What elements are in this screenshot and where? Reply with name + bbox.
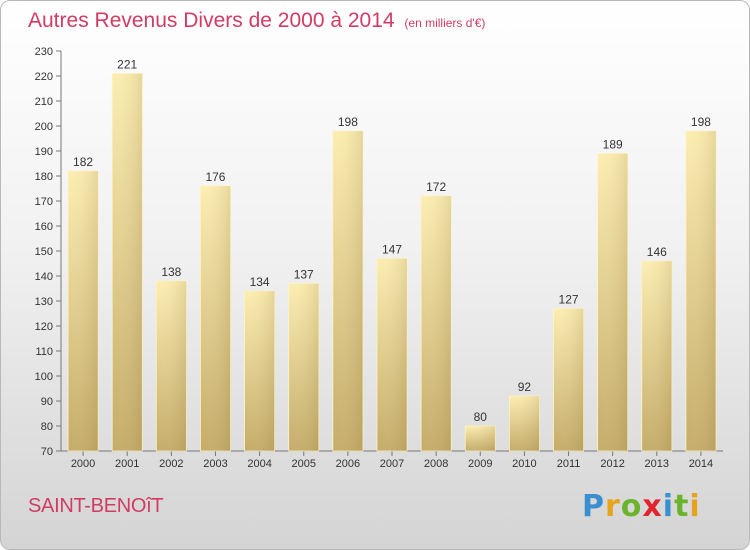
- bar-value-label: 138: [161, 265, 181, 279]
- bar-value-label: 198: [338, 115, 358, 129]
- bar-shade: [112, 73, 143, 451]
- y-tick-label: 140: [35, 271, 53, 283]
- bar-value-label: 221: [117, 58, 137, 72]
- x-tick-label: 2010: [512, 458, 536, 470]
- bar-shade: [377, 258, 407, 451]
- y-tick-label: 220: [35, 71, 53, 83]
- bar-shade: [332, 131, 363, 451]
- bar-value-label: 137: [294, 268, 314, 282]
- x-tick-label: 2013: [645, 458, 669, 470]
- bar-value-label: 176: [205, 170, 225, 184]
- logo-letter: r: [605, 489, 621, 524]
- logo-letter: o: [620, 489, 643, 524]
- bar-shade: [244, 291, 275, 451]
- bar-value-label: 80: [474, 410, 488, 424]
- bar-shade: [200, 186, 231, 451]
- logo-letter: i: [689, 489, 701, 524]
- logo-letter: P: [582, 489, 605, 524]
- y-tick-label: 130: [35, 296, 53, 308]
- x-tick-label: 2005: [291, 458, 315, 470]
- bar-value-label: 146: [647, 245, 667, 259]
- x-tick-label: 2007: [380, 458, 404, 470]
- y-tick-label: 210: [35, 96, 53, 108]
- x-tick-label: 2001: [115, 458, 139, 470]
- y-tick-label: 160: [35, 221, 53, 233]
- bar-shade: [553, 308, 584, 451]
- bar-value-label: 92: [518, 380, 532, 394]
- x-tick-label: 2003: [203, 458, 227, 470]
- y-tick-label: 110: [35, 346, 53, 358]
- y-tick-label: 90: [41, 396, 53, 408]
- x-tick-label: 2000: [71, 458, 95, 470]
- chart-title-text: Autres Revenus Divers de 2000 à 2014: [28, 9, 395, 32]
- bar-value-label: 134: [250, 275, 270, 289]
- x-tick-label: 2002: [159, 458, 183, 470]
- bar-value-label: 182: [73, 155, 93, 169]
- proxiti-logo: Proxiti: [582, 489, 701, 524]
- commune-name: SAINT-BENOîT: [28, 495, 164, 517]
- y-tick-label: 80: [41, 421, 53, 433]
- bar-value-label: 127: [559, 293, 579, 307]
- y-tick-label: 180: [35, 171, 53, 183]
- x-tick-label: 2006: [336, 458, 360, 470]
- bar-value-label: 172: [426, 180, 446, 194]
- x-tick-label: 2012: [600, 458, 624, 470]
- logo-letter: x: [642, 489, 663, 524]
- y-tick-label: 230: [35, 46, 53, 58]
- y-tick-label: 70: [41, 446, 53, 458]
- x-tick-label: 2004: [247, 458, 271, 470]
- x-tick-label: 2011: [557, 458, 581, 470]
- bar-value-label: 147: [382, 243, 402, 257]
- logo-letter: t: [674, 489, 690, 524]
- y-tick-label: 170: [35, 196, 53, 208]
- bar-shade: [288, 283, 319, 451]
- y-tick-label: 120: [35, 321, 53, 333]
- y-tick-label: 200: [35, 121, 53, 133]
- bar-shade: [68, 171, 99, 451]
- x-tick-label: 2009: [468, 458, 492, 470]
- bar-shade: [685, 131, 716, 451]
- bar-shade: [156, 281, 187, 451]
- bar-shade: [597, 153, 628, 451]
- x-tick-label: 2008: [424, 458, 448, 470]
- chart-title: Autres Revenus Divers de 2000 à 2014 (en…: [28, 9, 485, 33]
- y-tick-label: 100: [35, 371, 53, 383]
- bar-shade: [421, 196, 452, 451]
- bar-shade: [465, 426, 496, 451]
- bar-shade: [509, 396, 540, 451]
- y-tick-label: 190: [35, 146, 53, 158]
- logo-letter: i: [662, 489, 675, 524]
- x-tick-label: 2014: [689, 458, 713, 470]
- bar-value-label: 189: [603, 138, 623, 152]
- chart-bars: [67, 73, 717, 452]
- chart-subtitle: (en milliers d'€): [404, 16, 486, 30]
- chart-labels: 7080901001101201301401501601701801902002…: [35, 46, 714, 470]
- y-tick-label: 150: [35, 246, 53, 258]
- bar-value-label: 198: [691, 115, 711, 129]
- bar-shade: [641, 261, 672, 451]
